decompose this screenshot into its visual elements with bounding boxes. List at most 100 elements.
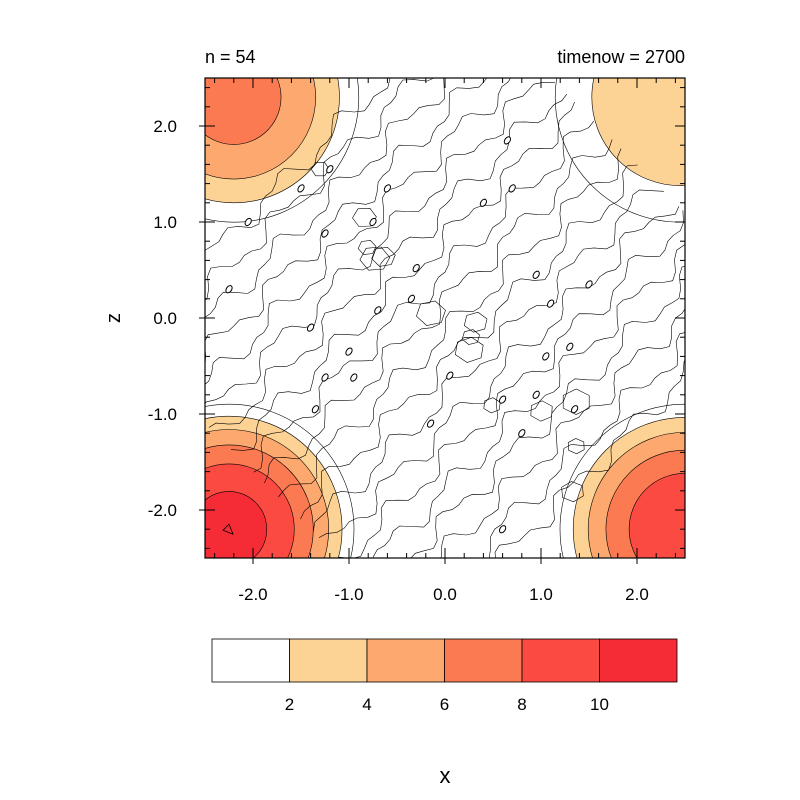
x-axis-ticks [214, 78, 676, 564]
contour-cell-11 [562, 388, 590, 415]
zero-label-28 [518, 429, 526, 438]
title-right: timenow = 2700 [557, 47, 685, 67]
hotspot-3-band-2 [591, 78, 685, 186]
zero-label-6 [369, 217, 377, 227]
zero-label-8 [407, 294, 416, 303]
contour-line-11 [300, 164, 638, 520]
zero-label-27 [570, 405, 579, 414]
zero-label-0 [244, 217, 252, 227]
contour-cell-12 [567, 438, 585, 455]
y-tick-label-4: -2.0 [148, 501, 177, 520]
zero-label-19 [503, 136, 512, 145]
x-tick-label-3: 1.0 [529, 585, 553, 604]
hotspot-1-contour-0 [205, 78, 360, 223]
colorbar [211, 638, 678, 683]
zero-label-16 [446, 371, 454, 380]
hotspot-2-band-8 [629, 473, 685, 558]
hotspot-2-contour-4 [587, 432, 685, 558]
zero-label-23 [566, 342, 574, 351]
contour-cell-10 [530, 400, 553, 422]
colorbar-labels: 2 4 6 8 10 [285, 695, 609, 714]
colorbar-box-1 [289, 638, 368, 683]
zero-contour-labels [225, 136, 593, 534]
contour-line-12 [312, 189, 664, 532]
zero-label-3 [297, 184, 305, 193]
zero-label-13 [350, 373, 358, 382]
zero-label-7 [412, 263, 420, 273]
zero-label-12 [321, 373, 329, 382]
y-axis-ticks [199, 87, 685, 549]
zero-label-18 [508, 184, 516, 193]
colorbar-label-1: 4 [362, 695, 371, 714]
contour-cell-4 [371, 246, 396, 267]
contour-lines [205, 78, 685, 558]
contour-line-8 [253, 121, 595, 473]
hotspot-0-contour-8 [205, 463, 295, 558]
hotspot-1-band-6 [205, 78, 282, 145]
peak-marker [222, 523, 234, 535]
contour-cell-2 [359, 246, 391, 271]
contour-line-13 [318, 206, 680, 538]
contour-line-9 [264, 139, 613, 484]
x-tick-label-1: -1.0 [334, 585, 363, 604]
y-tick-label-3: -1.0 [148, 405, 177, 424]
hotspot-1-contour-6 [205, 78, 282, 145]
x-tick-label-4: 2.0 [625, 585, 649, 604]
x-tick-label-2: 0.0 [433, 585, 457, 604]
hotspot-0-band-10 [205, 491, 267, 558]
contour-line-2 [205, 78, 445, 318]
zero-label-15 [426, 419, 435, 428]
colorbar-label-2: 6 [440, 695, 449, 714]
contour-cell-7 [463, 311, 488, 333]
x-axis-label: x [440, 763, 451, 788]
zero-label-26 [532, 390, 540, 399]
zero-label-11 [345, 347, 353, 356]
hotspot-0-contour-2 [205, 415, 343, 558]
contour-line-14 [338, 210, 684, 558]
zero-label-5 [383, 184, 392, 193]
contour-line-19 [494, 359, 685, 558]
zero-label-9 [374, 306, 382, 315]
contour-line-1 [205, 78, 435, 301]
contour-cell-6 [461, 329, 480, 345]
contour-line-16 [410, 266, 685, 558]
zero-label-14 [311, 405, 320, 414]
hotspot-1-contour-2 [205, 78, 340, 204]
zero-label-4 [326, 165, 334, 174]
colorbar-box-4 [521, 638, 600, 683]
colorbar-box-0 [211, 638, 290, 683]
hotspot-0-contour-0 [205, 403, 355, 558]
contour-line-0 [205, 78, 391, 251]
contour-line-7 [230, 101, 575, 451]
hotspot-3-contour-2 [591, 78, 685, 186]
y-axis-tick-labels: 2.0 1.0 0.0 -1.0 -2.0 [148, 117, 177, 520]
plot-area [204, 77, 686, 559]
zero-label-21 [546, 299, 555, 308]
hotspot-0-contour-10 [205, 491, 267, 558]
colorbar-label-3: 8 [517, 695, 526, 714]
y-tick-label-2: 0.0 [153, 309, 177, 328]
hotspot-1-contour-4 [205, 78, 316, 180]
contour-cell-5 [416, 300, 446, 326]
contour-line-4 [205, 78, 511, 385]
contour-line-10 [278, 148, 622, 498]
zero-label-2 [321, 229, 329, 238]
zero-label-25 [498, 395, 507, 404]
colorbar-label-0: 2 [285, 695, 294, 714]
x-axis-tick-labels: -2.0 -1.0 0.0 1.0 2.0 [238, 585, 648, 604]
zero-label-22 [585, 280, 593, 289]
contour-line-15 [372, 243, 685, 558]
contour-line-6 [208, 94, 568, 428]
hotspot-2-contour-6 [605, 449, 685, 558]
zero-label-24 [542, 352, 550, 361]
colorbar-label-4: 10 [590, 695, 609, 714]
shaded-regions [205, 78, 685, 558]
zero-label-1 [225, 285, 233, 294]
colorbar-box-2 [366, 638, 445, 683]
contour-cell-1 [352, 207, 377, 227]
title-left: n = 54 [205, 47, 256, 67]
zero-label-10 [306, 323, 315, 332]
hotspot-0-contour-4 [205, 429, 329, 558]
y-tick-label-1: 1.0 [153, 213, 177, 232]
